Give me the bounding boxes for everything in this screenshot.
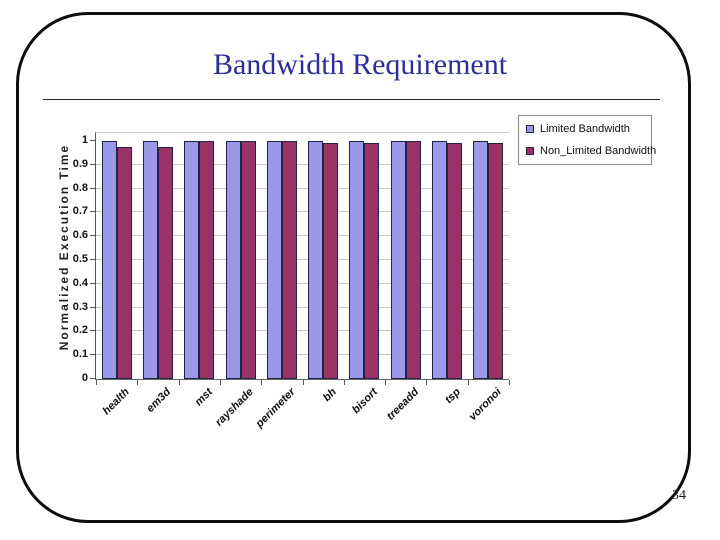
bar-non-limited-perimeter xyxy=(281,141,297,379)
bar-limited-health xyxy=(101,141,117,379)
y-tick xyxy=(90,163,96,165)
x-tick xyxy=(302,380,304,385)
bar-limited-bisort xyxy=(349,141,365,379)
legend-item-limited: Limited Bandwidth xyxy=(526,120,651,138)
bar-non-limited-rayshade xyxy=(240,141,256,379)
x-label-mst: mst xyxy=(192,386,215,409)
x-label-em3d: em3d xyxy=(144,386,174,415)
bar-limited-em3d xyxy=(142,141,158,379)
y-tick xyxy=(90,140,96,141)
bar-limited-rayshade xyxy=(225,141,241,379)
bar-non-limited-health xyxy=(116,146,132,379)
x-tick xyxy=(467,380,469,385)
x-label-perimeter: perimeter xyxy=(253,386,298,430)
y-tick xyxy=(90,211,96,213)
x-tick xyxy=(385,380,387,385)
gridline xyxy=(96,235,509,237)
x-tick xyxy=(137,380,139,385)
x-label-rayshade: rayshade xyxy=(213,386,257,429)
bar-non-limited-em3d xyxy=(157,146,173,379)
bar-non-limited-mst xyxy=(199,141,215,379)
gridline xyxy=(96,187,509,189)
page-title: Bandwidth Requirement xyxy=(212,48,508,81)
y-axis-tick-labels: 1 0.9 0.8 0.7 0.6 0.5 0.4 0.3 0.2 0.1 0 xyxy=(38,132,88,384)
y-tick-label: 0.4 xyxy=(72,276,88,289)
y-tick-label: 0.8 xyxy=(72,181,88,194)
bar-limited-mst xyxy=(184,141,200,379)
legend-label-limited: Limited Bandwidth xyxy=(540,123,630,135)
slide-border xyxy=(16,12,691,523)
x-tick xyxy=(343,380,345,385)
y-tick xyxy=(90,306,96,308)
x-tick xyxy=(426,380,428,385)
title-underline xyxy=(43,99,660,100)
bar-non-limited-treeadd xyxy=(405,141,421,379)
plot-area xyxy=(90,132,510,385)
x-tick xyxy=(509,380,510,385)
y-tick xyxy=(90,330,96,332)
y-tick xyxy=(90,378,96,379)
bar-non-limited-tsp xyxy=(447,143,463,379)
y-tick-label: 0.2 xyxy=(72,324,88,337)
x-tick xyxy=(96,380,97,385)
x-label-bh: bh xyxy=(320,386,339,404)
gridline xyxy=(96,211,509,213)
y-tick-label: 0.3 xyxy=(72,300,88,313)
x-tick xyxy=(178,380,180,385)
bar-limited-perimeter xyxy=(266,141,282,379)
limited-legend-swatch xyxy=(526,125,534,133)
x-label-bisort: bisort xyxy=(349,386,380,417)
legend-item-non-limited: Non_Limited Bandwidth xyxy=(526,142,656,160)
x-label-health: health xyxy=(100,386,133,418)
y-tick xyxy=(90,354,96,356)
x-label-voronoi: voronoi xyxy=(466,386,504,424)
x-label-treeadd: treeadd xyxy=(384,386,422,423)
gridline xyxy=(96,259,509,260)
y-tick-label: 0.5 xyxy=(72,253,88,265)
y-tick-label: 0.7 xyxy=(72,205,88,218)
gridline xyxy=(96,354,509,356)
y-tick xyxy=(90,235,96,237)
y-tick-label: 0.1 xyxy=(72,348,88,361)
y-tick-label: 1 xyxy=(81,134,88,146)
y-tick-label: 0.9 xyxy=(72,157,88,170)
y-tick xyxy=(90,282,96,284)
y-tick xyxy=(90,259,96,260)
bar-non-limited-bh xyxy=(323,143,339,379)
y-tick-label: 0.6 xyxy=(72,229,88,242)
chart-legend: Limited Bandwidth Non_Limited Bandwidth xyxy=(518,115,656,165)
gridline xyxy=(96,306,509,308)
y-tick-label: 0 xyxy=(81,372,88,384)
x-tick xyxy=(261,380,263,385)
gridline xyxy=(96,330,509,332)
bar-limited-bh xyxy=(308,141,324,379)
bar-non-limited-bisort xyxy=(364,143,380,379)
bar-limited-treeadd xyxy=(390,141,406,379)
gridline xyxy=(96,163,509,165)
bar-limited-voronoi xyxy=(473,141,489,379)
x-axis-tick-labels: health em3d mst rayshade perimeter bh bisort tr… xyxy=(95,386,508,456)
x-label-tsp: tsp xyxy=(442,386,463,407)
non-limited-legend-swatch xyxy=(526,147,534,155)
legend-label-non-limited: Non_Limited Bandwidth xyxy=(540,145,657,157)
y-tick xyxy=(90,187,96,189)
x-tick xyxy=(219,380,221,385)
gridline xyxy=(96,282,509,284)
bar-non-limited-voronoi xyxy=(488,143,504,379)
bar-limited-tsp xyxy=(432,141,448,379)
page-number: 34 xyxy=(672,488,686,503)
